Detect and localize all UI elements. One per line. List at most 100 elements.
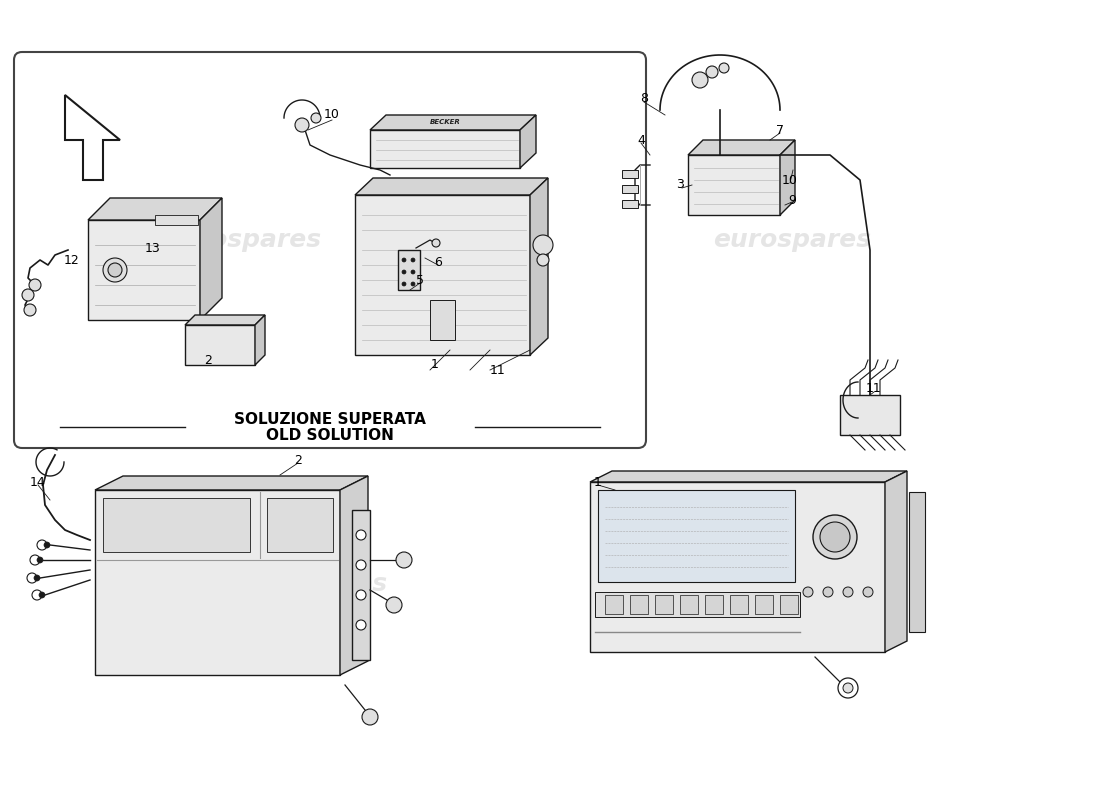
Text: 3: 3 (676, 178, 684, 191)
Circle shape (39, 592, 45, 598)
Text: SOLUZIONE SUPERATA: SOLUZIONE SUPERATA (234, 413, 426, 427)
Circle shape (108, 263, 122, 277)
Circle shape (843, 587, 852, 597)
Polygon shape (255, 315, 265, 365)
Circle shape (823, 587, 833, 597)
Polygon shape (654, 595, 673, 614)
Circle shape (813, 515, 857, 559)
Circle shape (29, 279, 41, 291)
Text: 1: 1 (594, 475, 602, 489)
Circle shape (356, 620, 366, 630)
Polygon shape (430, 300, 455, 340)
Circle shape (37, 557, 43, 563)
FancyBboxPatch shape (14, 52, 646, 448)
Text: 13: 13 (145, 242, 161, 254)
Circle shape (295, 118, 309, 132)
Polygon shape (370, 115, 536, 130)
Text: 6: 6 (434, 255, 442, 269)
Polygon shape (185, 315, 265, 325)
Polygon shape (909, 492, 925, 632)
Text: 12: 12 (64, 254, 80, 266)
Text: eurospares: eurospares (713, 228, 871, 252)
Circle shape (356, 530, 366, 540)
Text: eurospares: eurospares (163, 228, 321, 252)
Circle shape (32, 590, 42, 600)
Circle shape (402, 258, 406, 262)
Circle shape (843, 683, 852, 693)
Text: 11: 11 (491, 363, 506, 377)
Polygon shape (340, 476, 368, 675)
Polygon shape (780, 140, 795, 215)
Text: 11: 11 (866, 382, 882, 394)
Circle shape (706, 66, 718, 78)
Circle shape (411, 270, 415, 274)
Text: OLD SOLUTION: OLD SOLUTION (266, 429, 394, 443)
Polygon shape (590, 471, 908, 482)
Circle shape (411, 282, 415, 286)
Circle shape (28, 573, 37, 583)
Text: 2: 2 (205, 354, 212, 366)
Circle shape (864, 587, 873, 597)
Circle shape (537, 254, 549, 266)
Text: 14: 14 (30, 475, 46, 489)
Polygon shape (95, 490, 340, 675)
Polygon shape (621, 200, 638, 208)
Circle shape (838, 678, 858, 698)
Polygon shape (780, 595, 798, 614)
Circle shape (820, 522, 850, 552)
Circle shape (402, 270, 406, 274)
Circle shape (22, 289, 34, 301)
Text: 1: 1 (431, 358, 439, 371)
Polygon shape (398, 250, 420, 290)
Circle shape (356, 560, 366, 570)
Polygon shape (185, 325, 255, 365)
Polygon shape (103, 498, 250, 552)
Polygon shape (88, 198, 222, 220)
Circle shape (311, 113, 321, 123)
Polygon shape (886, 471, 907, 652)
Polygon shape (65, 95, 120, 180)
Polygon shape (370, 130, 520, 168)
Circle shape (432, 239, 440, 247)
Circle shape (534, 235, 553, 255)
Circle shape (692, 72, 708, 88)
Polygon shape (520, 115, 536, 168)
Text: 8: 8 (640, 91, 648, 105)
Polygon shape (530, 178, 548, 355)
Text: 5: 5 (416, 274, 424, 286)
Circle shape (356, 590, 366, 600)
Polygon shape (355, 195, 530, 355)
Polygon shape (200, 198, 222, 320)
Text: 10: 10 (324, 109, 340, 122)
Polygon shape (840, 395, 900, 435)
Polygon shape (621, 170, 638, 178)
Circle shape (719, 63, 729, 73)
Circle shape (362, 709, 378, 725)
Text: 10: 10 (782, 174, 797, 186)
Circle shape (411, 258, 415, 262)
Circle shape (44, 542, 50, 548)
Circle shape (103, 258, 127, 282)
Polygon shape (355, 178, 548, 195)
Text: 7: 7 (776, 123, 784, 137)
Circle shape (803, 587, 813, 597)
Text: 9: 9 (788, 194, 796, 206)
Text: 4: 4 (637, 134, 645, 146)
Text: 2: 2 (294, 454, 301, 466)
Polygon shape (595, 592, 800, 617)
Circle shape (37, 540, 47, 550)
Polygon shape (621, 185, 638, 193)
Polygon shape (590, 482, 886, 652)
Circle shape (396, 552, 412, 568)
Polygon shape (755, 595, 773, 614)
Text: eurospares: eurospares (229, 572, 387, 596)
Polygon shape (598, 490, 795, 582)
Polygon shape (267, 498, 333, 552)
Polygon shape (352, 510, 370, 660)
Polygon shape (155, 215, 198, 225)
Polygon shape (730, 595, 748, 614)
Polygon shape (688, 140, 795, 155)
Polygon shape (688, 155, 780, 215)
Circle shape (34, 575, 40, 581)
Polygon shape (680, 595, 698, 614)
